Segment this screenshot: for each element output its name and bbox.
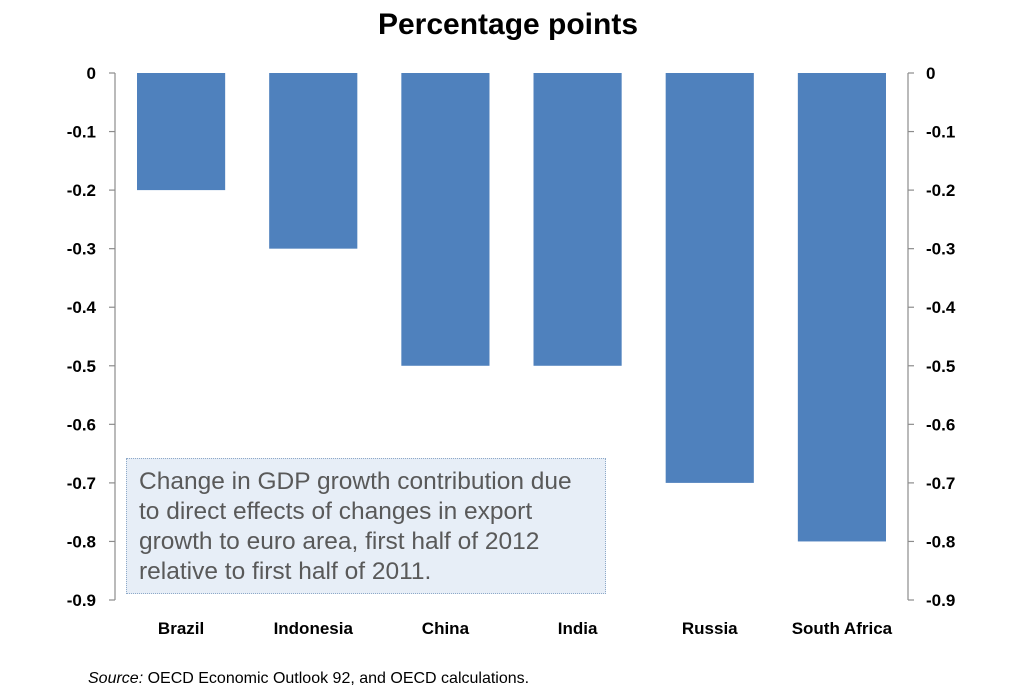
bar-china [401, 73, 490, 366]
y-tick-label-right: -0.9 [926, 591, 955, 610]
y-tick-label-right: -0.6 [926, 415, 955, 434]
bar-south-africa [797, 73, 886, 542]
source-note: Source: OECD Economic Outlook 92, and OE… [88, 670, 529, 688]
y-tick-label-right: -0.3 [926, 240, 955, 259]
y-tick-label-left: -0.9 [67, 591, 96, 610]
y-tick-label-left: -0.1 [67, 123, 96, 142]
y-tick-label-left: -0.3 [67, 240, 96, 259]
category-label: Indonesia [274, 619, 354, 638]
y-tick-label-left: -0.6 [67, 415, 96, 434]
source-label: Source: [88, 670, 144, 687]
bar-russia [665, 73, 754, 483]
y-tick-label-right: -0.4 [926, 298, 956, 317]
y-tick-label-left: -0.8 [67, 532, 96, 551]
category-label: India [558, 619, 598, 638]
y-tick-label-right: -0.1 [926, 123, 955, 142]
bar-india [533, 73, 622, 366]
chart-annotation: Change in GDP growth contribution due to… [126, 458, 606, 594]
category-label: China [422, 619, 470, 638]
category-label: Brazil [158, 619, 204, 638]
y-tick-label-right: 0 [926, 64, 935, 83]
y-tick-label-left: -0.2 [67, 181, 96, 200]
y-tick-label-right: -0.8 [926, 532, 955, 551]
category-labels: Brazil Indonesia China India Russia South Afr… [158, 619, 893, 638]
y-tick-label-right: -0.2 [926, 181, 955, 200]
y-tick-label-left: -0.7 [67, 474, 96, 493]
source-text: OECD Economic Outlook 92, and OECD calcu… [143, 670, 530, 687]
y-axis-ticks: 0 0 -0.1 -0.1 -0.2 -0.2 -0.3 -0.3 -0.4 -0.4 -0.5 -0… [67, 64, 956, 610]
chart-title: Percentage points [378, 8, 638, 41]
y-tick-label-right: -0.7 [926, 474, 955, 493]
y-tick-label-right: -0.5 [926, 357, 955, 376]
y-tick-label-left: 0 [87, 64, 96, 83]
y-tick-label-left: -0.5 [67, 357, 96, 376]
category-label: South Africa [792, 619, 893, 638]
bars [137, 73, 886, 542]
y-tick-label-left: -0.4 [67, 298, 97, 317]
category-label: Russia [682, 619, 738, 638]
bar-indonesia [269, 73, 358, 249]
bar-brazil [137, 73, 226, 191]
